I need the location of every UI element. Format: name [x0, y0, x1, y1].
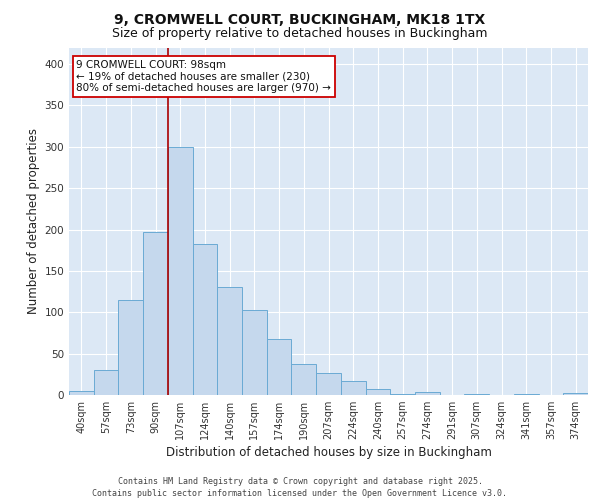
Bar [464, 394, 489, 395]
X-axis label: Distribution of detached houses by size in Buckingham: Distribution of detached houses by size … [166, 446, 491, 460]
Bar [390, 394, 415, 395]
Bar [118, 300, 143, 395]
Bar [514, 394, 539, 395]
Bar [143, 232, 168, 395]
Bar [217, 288, 242, 395]
Y-axis label: Number of detached properties: Number of detached properties [27, 128, 40, 314]
Bar [94, 370, 118, 395]
Bar [168, 147, 193, 395]
Text: Contains HM Land Registry data © Crown copyright and database right 2025.
Contai: Contains HM Land Registry data © Crown c… [92, 476, 508, 498]
Bar [563, 394, 588, 395]
Bar [292, 364, 316, 395]
Bar [193, 244, 217, 395]
Text: Size of property relative to detached houses in Buckingham: Size of property relative to detached ho… [112, 28, 488, 40]
Bar [242, 310, 267, 395]
Bar [341, 381, 365, 395]
Bar [415, 392, 440, 395]
Bar [365, 389, 390, 395]
Bar [316, 372, 341, 395]
Text: 9, CROMWELL COURT, BUCKINGHAM, MK18 1TX: 9, CROMWELL COURT, BUCKINGHAM, MK18 1TX [115, 12, 485, 26]
Text: 9 CROMWELL COURT: 98sqm
← 19% of detached houses are smaller (230)
80% of semi-d: 9 CROMWELL COURT: 98sqm ← 19% of detache… [76, 60, 331, 93]
Bar [69, 391, 94, 395]
Bar [267, 338, 292, 395]
